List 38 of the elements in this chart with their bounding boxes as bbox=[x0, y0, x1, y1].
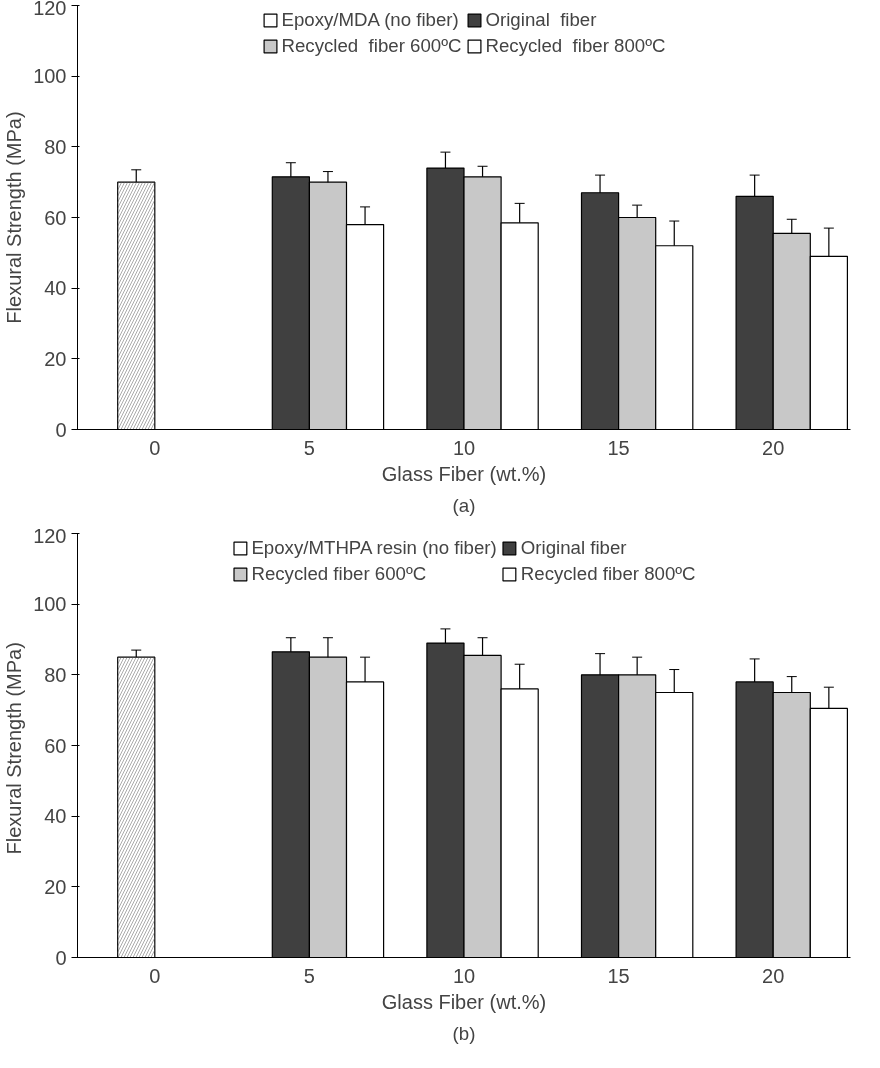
text: (b) bbox=[452, 1022, 476, 1044]
y-tick-label: 20 bbox=[44, 875, 67, 898]
legend-label: Recycled fiber 600ºC bbox=[281, 35, 462, 57]
legend-label: Epoxy/MTHPA resin (no fiber) bbox=[251, 537, 497, 559]
x-tick-label: 5 bbox=[303, 436, 315, 459]
x-tick-label: 20 bbox=[762, 964, 785, 987]
y-axis-title: Flexural Strength (MPa) bbox=[3, 111, 26, 324]
x-axis-title: Glass Fiber (wt.%) bbox=[381, 990, 547, 1013]
y-tick-label: 120 bbox=[33, 524, 67, 547]
y-tick-label: 0 bbox=[55, 418, 67, 441]
y-tick-label: 100 bbox=[33, 65, 67, 88]
y-tick-label: 60 bbox=[44, 206, 67, 229]
x-tick-label: 10 bbox=[452, 964, 476, 987]
legend-label: Recycled fiber 800ºC bbox=[485, 35, 666, 57]
x-tick-label: 0 bbox=[149, 964, 161, 987]
legend-label: Epoxy/MDA (no fiber) bbox=[281, 9, 459, 31]
x-tick-label: 10 bbox=[452, 436, 476, 459]
legend-label: Original fiber bbox=[520, 537, 627, 559]
y-tick-label: 60 bbox=[44, 734, 67, 757]
legend-label: Recycled fiber 600ºC bbox=[251, 563, 427, 585]
x-tick-label: 15 bbox=[607, 964, 630, 987]
x-axis-title: Glass Fiber (wt.%) bbox=[381, 462, 547, 485]
x-tick-label: 0 bbox=[149, 436, 161, 459]
y-axis-title: Flexural Strength (MPa) bbox=[3, 642, 26, 855]
x-tick-label: 15 bbox=[607, 436, 630, 459]
y-tick-label: 20 bbox=[44, 347, 67, 370]
legend-label: Original fiber bbox=[485, 9, 597, 31]
legend-label: Recycled fiber 800ºC bbox=[520, 563, 696, 585]
y-tick-label: 40 bbox=[44, 805, 67, 828]
x-tick-label: 5 bbox=[303, 964, 315, 987]
y-tick-label: 0 bbox=[55, 946, 67, 969]
y-tick-label: 80 bbox=[44, 663, 67, 686]
text: (a) bbox=[452, 494, 476, 516]
y-tick-label: 80 bbox=[44, 135, 67, 158]
x-tick-label: 20 bbox=[762, 436, 785, 459]
y-tick-label: 100 bbox=[33, 593, 67, 616]
y-tick-label: 120 bbox=[33, 0, 67, 19]
y-tick-label: 40 bbox=[44, 277, 67, 300]
